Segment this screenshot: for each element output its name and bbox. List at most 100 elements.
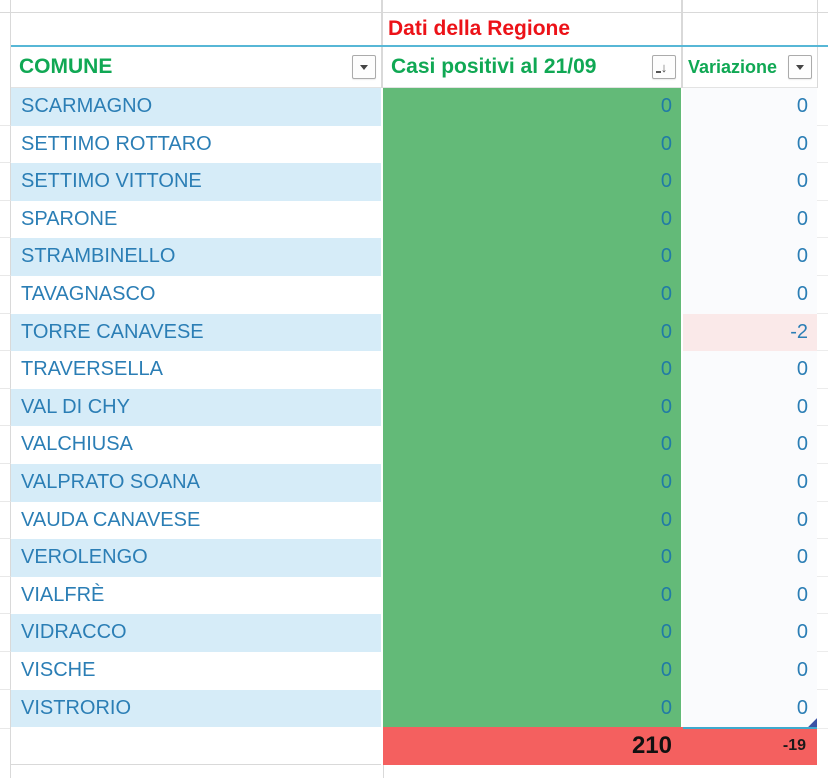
row-margin (817, 690, 828, 730)
comune-cell[interactable]: TAVAGNASCO (11, 275, 381, 314)
gridline (681, 47, 683, 88)
comune-filter-button[interactable] (352, 55, 376, 79)
variazione-cell[interactable]: 0 (683, 576, 817, 615)
casi-cell[interactable]: 0 (383, 463, 681, 502)
casi-cell[interactable]: 0 (383, 388, 681, 427)
comune-cell[interactable]: VEROLENGO (11, 539, 381, 577)
variazione-cell[interactable]: 0 (683, 651, 817, 690)
casi-header-cell[interactable]: Casi positivi al 21/09 ↓ (383, 47, 681, 88)
empty-cell[interactable] (683, 765, 817, 778)
variazione-cell[interactable]: 0 (683, 125, 817, 164)
gridline (681, 463, 683, 502)
divider-segment (11, 45, 381, 47)
variazione-filter-button[interactable] (788, 55, 812, 79)
header-row: COMUNE Casi positivi al 21/09 ↓ Variazio… (0, 47, 828, 88)
empty-cell[interactable] (11, 727, 381, 766)
comune-cell[interactable]: SETTIMO VITTONE (11, 163, 381, 201)
cell-corner-indicator-icon (808, 718, 817, 728)
comune-cell[interactable]: VAL DI CHY (11, 388, 381, 427)
casi-cell[interactable]: 0 (383, 501, 681, 540)
empty-cell[interactable] (383, 765, 681, 778)
variazione-cell[interactable]: 0 (683, 238, 817, 276)
variazione-cell[interactable]: 0 (683, 426, 817, 464)
table-row: VISCHE 0 0 (0, 651, 828, 690)
comune-cell[interactable]: TRAVERSELLA (11, 351, 381, 389)
table-row: VAL DI CHY 0 0 (0, 388, 828, 427)
comune-cell[interactable]: VALCHIUSA (11, 426, 381, 464)
casi-cell[interactable]: 0 (383, 163, 681, 201)
total-variazione-cell[interactable]: -19 (683, 727, 817, 766)
table-row: TRAVERSELLA 0 0 (0, 351, 828, 389)
casi-cell[interactable]: 0 (383, 426, 681, 464)
variazione-cell[interactable]: 0 (683, 388, 817, 427)
empty-cell[interactable] (683, 0, 817, 13)
gridline (381, 200, 383, 239)
comune-header-cell[interactable]: COMUNE (11, 47, 381, 88)
row-gutter (0, 539, 11, 577)
casi-cell[interactable]: 0 (383, 313, 681, 352)
row-gutter (0, 200, 11, 239)
casi-cell[interactable]: 0 (383, 125, 681, 164)
empty-cell[interactable] (683, 13, 817, 45)
casi-cell[interactable]: 0 (383, 88, 681, 126)
sort-descending-icon: ↓ (660, 59, 668, 75)
variazione-header-cell[interactable]: Variazione (683, 47, 817, 88)
row-gutter (0, 351, 11, 389)
row-margin (817, 727, 828, 765)
variazione-cell[interactable]: 0 (683, 163, 817, 201)
comune-cell[interactable]: VALPRATO SOANA (11, 463, 381, 502)
gridline (381, 388, 383, 427)
total-casi-cell[interactable]: 210 (383, 727, 681, 766)
comune-cell[interactable]: SPARONE (11, 200, 381, 239)
comune-cell[interactable]: VIDRACCO (11, 614, 381, 652)
empty-cell[interactable] (11, 0, 381, 13)
comune-cell[interactable]: VISCHE (11, 651, 381, 690)
casi-cell[interactable]: 0 (383, 539, 681, 577)
gridline (381, 0, 383, 13)
casi-cell[interactable]: 0 (383, 275, 681, 314)
comune-cell[interactable]: VISTRORIO (11, 689, 381, 730)
variazione-cell[interactable]: 0 (683, 275, 817, 314)
variazione-cell[interactable]: 0 (683, 88, 817, 126)
variazione-cell[interactable]: 0 (683, 351, 817, 389)
variazione-cell[interactable]: 0 (683, 614, 817, 652)
gridline (381, 463, 383, 502)
variazione-cell[interactable]: 0 (683, 501, 817, 540)
variazione-cell[interactable]: 0 (683, 463, 817, 502)
casi-cell[interactable]: 0 (383, 576, 681, 615)
table-row: VALPRATO SOANA 0 0 (0, 463, 828, 502)
bottom-partial-row (0, 765, 828, 778)
row-gutter (0, 313, 11, 352)
variazione-cell[interactable]: 0 (683, 689, 817, 730)
row-margin (817, 426, 828, 464)
casi-cell[interactable]: 0 (383, 614, 681, 652)
casi-sort-filter-button[interactable]: ↓ (652, 55, 676, 79)
row-margin (817, 314, 828, 352)
comune-cell[interactable]: SETTIMO ROTTARO (11, 125, 381, 164)
casi-cell[interactable]: 0 (383, 651, 681, 690)
row-margin (817, 614, 828, 652)
totals-row: 210 -19 (0, 727, 828, 766)
gridline (381, 125, 383, 164)
casi-cell[interactable]: 0 (383, 200, 681, 239)
comune-cell[interactable]: VAUDA CANAVESE (11, 501, 381, 540)
variazione-cell[interactable]: 0 (683, 200, 817, 239)
comune-cell[interactable]: STRAMBINELLO (11, 238, 381, 276)
casi-cell[interactable]: 0 (383, 351, 681, 389)
comune-cell[interactable]: TORRE CANAVESE (11, 313, 381, 352)
comune-cell[interactable]: SCARMAGNO (11, 88, 381, 126)
gridline (681, 539, 683, 577)
casi-cell[interactable]: 0 (383, 689, 681, 730)
empty-cell[interactable] (11, 13, 381, 45)
casi-cell[interactable]: 0 (383, 238, 681, 276)
gridline (681, 651, 683, 690)
variazione-cell[interactable]: 0 (683, 539, 817, 577)
row-gutter (0, 88, 11, 126)
variazione-cell-negative[interactable]: -2 (683, 313, 817, 352)
gridline (681, 313, 683, 352)
comune-cell[interactable]: VIALFRÈ (11, 576, 381, 615)
gridline (381, 576, 383, 615)
empty-cell[interactable] (11, 765, 381, 778)
gridline (381, 88, 383, 126)
empty-cell[interactable] (383, 0, 681, 13)
